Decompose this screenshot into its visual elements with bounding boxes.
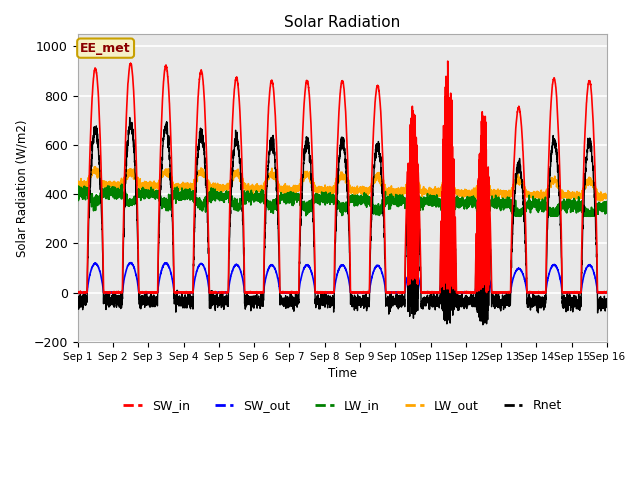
X-axis label: Time: Time	[328, 367, 356, 380]
LW_in	[461, 198, 468, 204]
Rnet	[479, 322, 487, 328]
LW_in	[74, 188, 81, 193]
SW_in	[444, 58, 452, 64]
LW_in	[323, 197, 330, 203]
LW_out	[596, 198, 604, 204]
SW_out	[444, 260, 452, 265]
Rnet	[126, 115, 134, 120]
SW_out	[431, 290, 439, 296]
Rnet	[169, 230, 177, 236]
SW_out	[75, 290, 83, 296]
SW_out	[491, 290, 499, 296]
Line: Rnet: Rnet	[77, 118, 607, 325]
LW_in	[431, 200, 439, 206]
SW_in	[74, 290, 81, 296]
Line: SW_out: SW_out	[77, 263, 607, 293]
SW_in	[602, 290, 610, 296]
Text: EE_met: EE_met	[80, 42, 131, 55]
LW_out	[323, 189, 330, 194]
SW_out	[603, 290, 611, 296]
Rnet	[431, 296, 439, 301]
Y-axis label: Solar Radiation (W/m2): Solar Radiation (W/m2)	[15, 119, 28, 257]
Title: Solar Radiation: Solar Radiation	[284, 15, 401, 30]
Rnet	[461, 295, 468, 300]
SW_in	[461, 289, 468, 295]
LW_in	[603, 210, 611, 216]
SW_out	[74, 289, 81, 295]
SW_in	[491, 290, 499, 296]
LW_out	[491, 189, 499, 195]
Line: LW_in: LW_in	[77, 184, 607, 216]
LW_out	[169, 183, 177, 189]
Rnet	[603, 304, 611, 310]
SW_out	[461, 290, 468, 296]
Rnet	[603, 305, 611, 311]
LW_out	[431, 194, 439, 200]
Line: LW_out: LW_out	[77, 167, 607, 201]
LW_out	[91, 164, 99, 170]
LW_in	[442, 214, 450, 219]
Rnet	[74, 298, 81, 304]
SW_out	[603, 289, 611, 295]
LW_out	[74, 180, 81, 185]
LW_out	[461, 193, 468, 199]
SW_in	[323, 289, 330, 295]
SW_in	[431, 289, 439, 295]
LW_in	[491, 198, 499, 204]
SW_in	[603, 289, 611, 295]
LW_in	[169, 191, 177, 196]
LW_out	[603, 195, 611, 201]
LW_in	[118, 181, 125, 187]
Legend: SW_in, SW_out, LW_in, LW_out, Rnet: SW_in, SW_out, LW_in, LW_out, Rnet	[118, 395, 566, 417]
Rnet	[491, 293, 499, 299]
Rnet	[323, 298, 330, 303]
LW_in	[603, 210, 611, 216]
LW_out	[603, 195, 611, 201]
SW_in	[169, 207, 177, 213]
SW_out	[169, 279, 177, 285]
Line: SW_in: SW_in	[77, 61, 607, 293]
SW_out	[323, 290, 330, 296]
